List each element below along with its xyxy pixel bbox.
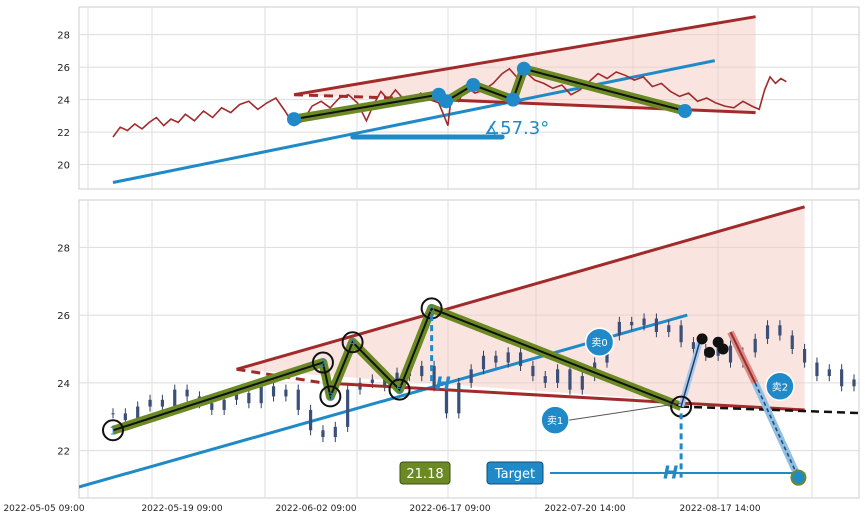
pivot-label: 4: [349, 336, 356, 349]
top-y-tick-label: 28: [57, 31, 70, 42]
top-y-ticks: 20 22 24 26 28: [57, 31, 70, 172]
x-tick-label: 2022-06-02 09:00: [275, 504, 356, 514]
sell-label: 卖1: [547, 415, 563, 427]
bottom-y-tick-label: 28: [57, 243, 70, 254]
bottom-y-tick-label: 26: [57, 311, 70, 322]
pivot-label: 1: [110, 424, 117, 437]
candle-body: [828, 369, 831, 376]
candle-body: [494, 356, 497, 363]
candle-body: [531, 366, 534, 376]
black-dot: [718, 344, 729, 355]
bottom-y-tick-label: 22: [57, 447, 70, 458]
candle-body: [482, 356, 485, 370]
x-tick-labels: 2022-05-05 09:00 2022-05-19 09:00 2022-06-…: [3, 504, 760, 514]
candle-body: [111, 413, 114, 414]
candle-body: [321, 430, 324, 437]
x-tick-label: 2022-07-20 14:00: [544, 504, 625, 514]
candle-body: [544, 376, 547, 383]
candle-body: [470, 369, 473, 383]
candle-body: [618, 322, 621, 336]
candle-body: [655, 319, 658, 333]
candle-body: [186, 390, 189, 397]
candle-body: [260, 386, 263, 403]
pivot-label: 3: [327, 390, 334, 403]
candle-body: [334, 427, 337, 437]
candle-body: [642, 319, 645, 326]
candle-body: [223, 400, 226, 410]
pivot-label: 6: [428, 302, 435, 315]
top-pivot-point: [439, 94, 453, 108]
top-y-tick-label: 24: [57, 96, 70, 107]
top-pivot-point: [517, 62, 531, 76]
black-dot: [704, 347, 715, 358]
x-tick-label: 2022-05-05 09:00: [3, 504, 84, 514]
candle-body: [309, 410, 312, 430]
candle-body: [766, 325, 769, 339]
candle-body: [272, 386, 275, 396]
candle-body: [667, 325, 670, 332]
candle-body: [247, 393, 250, 403]
sell-label: 卖0: [591, 337, 607, 349]
candle-body: [297, 390, 300, 410]
x-tick-label: 2022-06-17 09:00: [409, 504, 490, 514]
candle-body: [680, 325, 683, 342]
candle-body: [815, 363, 818, 377]
top-pivot-point: [506, 93, 520, 107]
pivot-label: 2: [319, 357, 326, 370]
sell-label: 卖2: [772, 381, 788, 393]
candle-body: [519, 352, 522, 366]
h-label: H: [436, 374, 451, 395]
candle-body: [803, 349, 806, 363]
candle-body: [346, 390, 349, 427]
value-box: 21.18: [400, 462, 450, 484]
candle-body: [284, 390, 287, 397]
target-label: Target: [494, 467, 535, 482]
candle-body: [173, 390, 176, 407]
top-pivot-point: [287, 112, 301, 126]
candle-body: [778, 325, 781, 335]
top-pivot-point: [466, 78, 480, 92]
candle-body: [630, 322, 633, 325]
candle-body: [568, 369, 571, 389]
candle-body: [124, 413, 127, 420]
candle-body: [692, 342, 695, 349]
candle-body: [852, 379, 855, 386]
candle-body: [507, 352, 510, 362]
target-point: [791, 471, 805, 485]
top-y-tick-label: 20: [57, 161, 70, 172]
x-tick-label: 2022-08-17 14:00: [679, 504, 760, 514]
bottom-y-tick-label: 24: [57, 379, 70, 390]
x-tick-label: 2022-05-19 09:00: [141, 504, 222, 514]
target-box: Target: [487, 462, 543, 484]
candle-body: [556, 369, 559, 383]
candle-body: [420, 366, 423, 376]
angle-label: ∡57.3°: [484, 118, 549, 139]
top-y-tick-label: 26: [57, 63, 70, 74]
top-pivot-point: [678, 104, 692, 118]
pivot-label: 5: [396, 384, 403, 397]
candle-body: [791, 335, 794, 349]
candle-body: [148, 400, 151, 407]
candle-body: [840, 369, 843, 386]
candle-body: [210, 403, 213, 410]
bottom-y-ticks: 22 24 26 28: [57, 243, 70, 457]
top-y-tick-label: 22: [57, 128, 70, 139]
candle-body: [161, 400, 164, 407]
candle-body: [581, 376, 584, 390]
candle-body: [754, 339, 757, 353]
candle-body: [457, 383, 460, 413]
candle-body: [729, 346, 732, 363]
black-dot: [697, 333, 708, 344]
value-box-text: 21.18: [406, 467, 443, 482]
candle-body: [371, 379, 374, 382]
